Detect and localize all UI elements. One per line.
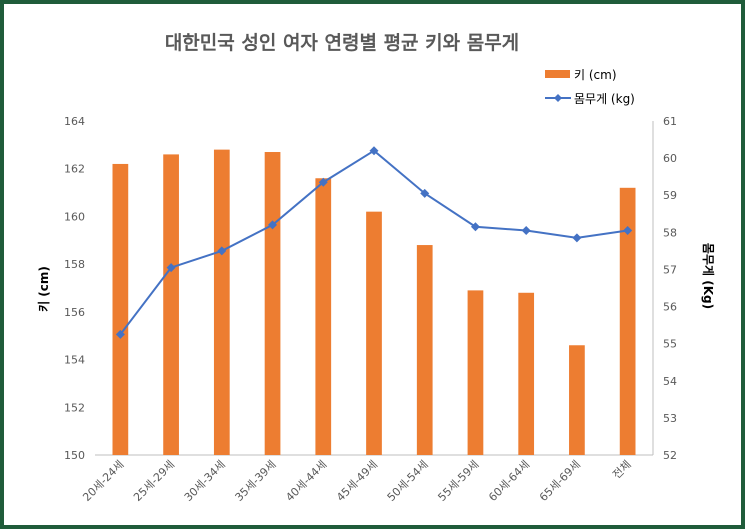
bar-height xyxy=(112,163,129,455)
y2-axis-title: 몸무게 (Kg) xyxy=(701,243,715,309)
weight-point xyxy=(166,263,176,273)
legend-label-weight: 몸무게 (kg) xyxy=(574,92,635,106)
x-tick-label: 65세-69세 xyxy=(537,458,583,504)
y2-tick-label: 53 xyxy=(663,412,677,425)
bar-height xyxy=(467,290,484,455)
x-tick-label: 20세-24세 xyxy=(80,458,126,504)
legend-label-height: 키 (cm) xyxy=(574,68,617,82)
x-tick-label: 30세-34세 xyxy=(182,458,228,504)
y-axis-title: 키 (cm) xyxy=(36,266,51,312)
x-tick-label: 55세-59세 xyxy=(435,458,481,504)
legend: 키 (cm) 몸무게 (kg) xyxy=(545,68,635,106)
bar-height xyxy=(619,187,636,456)
y2-tick-label: 56 xyxy=(663,301,677,314)
y2-tick-label: 57 xyxy=(663,263,677,276)
y2-tick-label: 58 xyxy=(663,226,677,239)
x-tick-label: 35세-39세 xyxy=(233,458,279,504)
bar-height xyxy=(366,211,382,455)
chart: 대한민국 성인 여자 연령별 평균 키와 몸무게 키 (cm) 몸무게 (kg)… xyxy=(36,32,715,504)
y2-tick-label: 55 xyxy=(663,338,677,351)
y2-tick-label: 59 xyxy=(663,189,677,202)
legend-swatch-height xyxy=(545,70,570,78)
x-tick-label: 40세-44세 xyxy=(283,458,329,504)
weight-point xyxy=(217,246,227,256)
y-tick-label: 160 xyxy=(64,210,85,223)
x-tick-label: 50세-54세 xyxy=(385,458,431,504)
y-tick-label: 152 xyxy=(64,401,85,414)
weight-point xyxy=(470,222,480,232)
bar-height xyxy=(416,245,433,455)
weight-point xyxy=(572,233,582,243)
x-tick-label: 45세-49세 xyxy=(334,458,380,504)
bar-height xyxy=(163,154,179,455)
y-tick-label: 154 xyxy=(64,354,85,367)
bar-height xyxy=(213,149,230,455)
bar-height xyxy=(315,178,332,455)
x-tick-label: 25세-29세 xyxy=(131,458,177,504)
y2-tick-label: 60 xyxy=(663,152,677,165)
y2-tick-label: 54 xyxy=(663,375,677,388)
bar-height xyxy=(518,292,535,455)
y2-tick-label: 52 xyxy=(663,449,677,462)
y-tick-label: 164 xyxy=(64,115,85,128)
weight-point xyxy=(268,220,278,230)
weight-point xyxy=(521,225,531,235)
y-tick-label: 156 xyxy=(64,306,85,319)
y2-tick-label: 61 xyxy=(663,115,677,128)
weight-point xyxy=(369,146,379,156)
plot-area: 150 152 154 156 158 160 162 164 52 53 54 55 56 57 58 59… xyxy=(64,115,677,504)
weight-point xyxy=(420,188,430,198)
y-tick-label: 158 xyxy=(64,258,85,271)
bar-height xyxy=(569,345,585,455)
weight-point xyxy=(115,329,125,339)
legend-swatch-weight-marker xyxy=(554,94,562,102)
weight-point xyxy=(623,225,633,235)
bar-height xyxy=(264,152,281,455)
weight-point xyxy=(318,177,328,187)
y-tick-label: 162 xyxy=(64,163,85,176)
y-tick-label: 150 xyxy=(64,449,85,462)
x-tick-label: 60세-64세 xyxy=(486,458,532,504)
x-tick-label: 전체 xyxy=(610,458,634,482)
chart-title: 대한민국 성인 여자 연령별 평균 키와 몸무게 xyxy=(165,32,519,54)
